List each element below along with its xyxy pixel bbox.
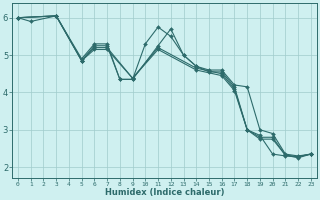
X-axis label: Humidex (Indice chaleur): Humidex (Indice chaleur) [105,188,224,197]
